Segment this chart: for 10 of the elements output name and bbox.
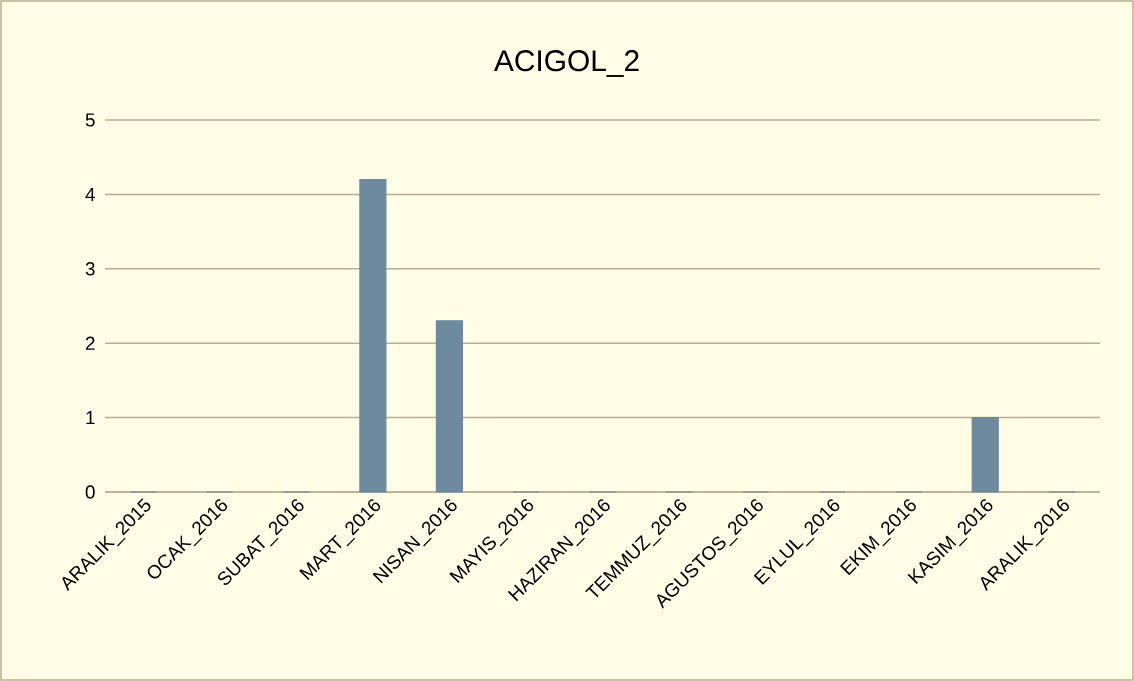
chart-title: ACIGOL_2 [493, 50, 639, 77]
bar [971, 416, 999, 493]
bar [435, 320, 464, 493]
y-tick-label: 0 [85, 485, 95, 499]
y-tick-label: 3 [85, 262, 95, 276]
y-tick-label: 1 [86, 411, 95, 425]
y-tick-label: 2 [85, 336, 95, 350]
bar [359, 178, 387, 493]
y-tick-label: 5 [85, 113, 95, 127]
y-tick-label: 4 [85, 187, 95, 201]
